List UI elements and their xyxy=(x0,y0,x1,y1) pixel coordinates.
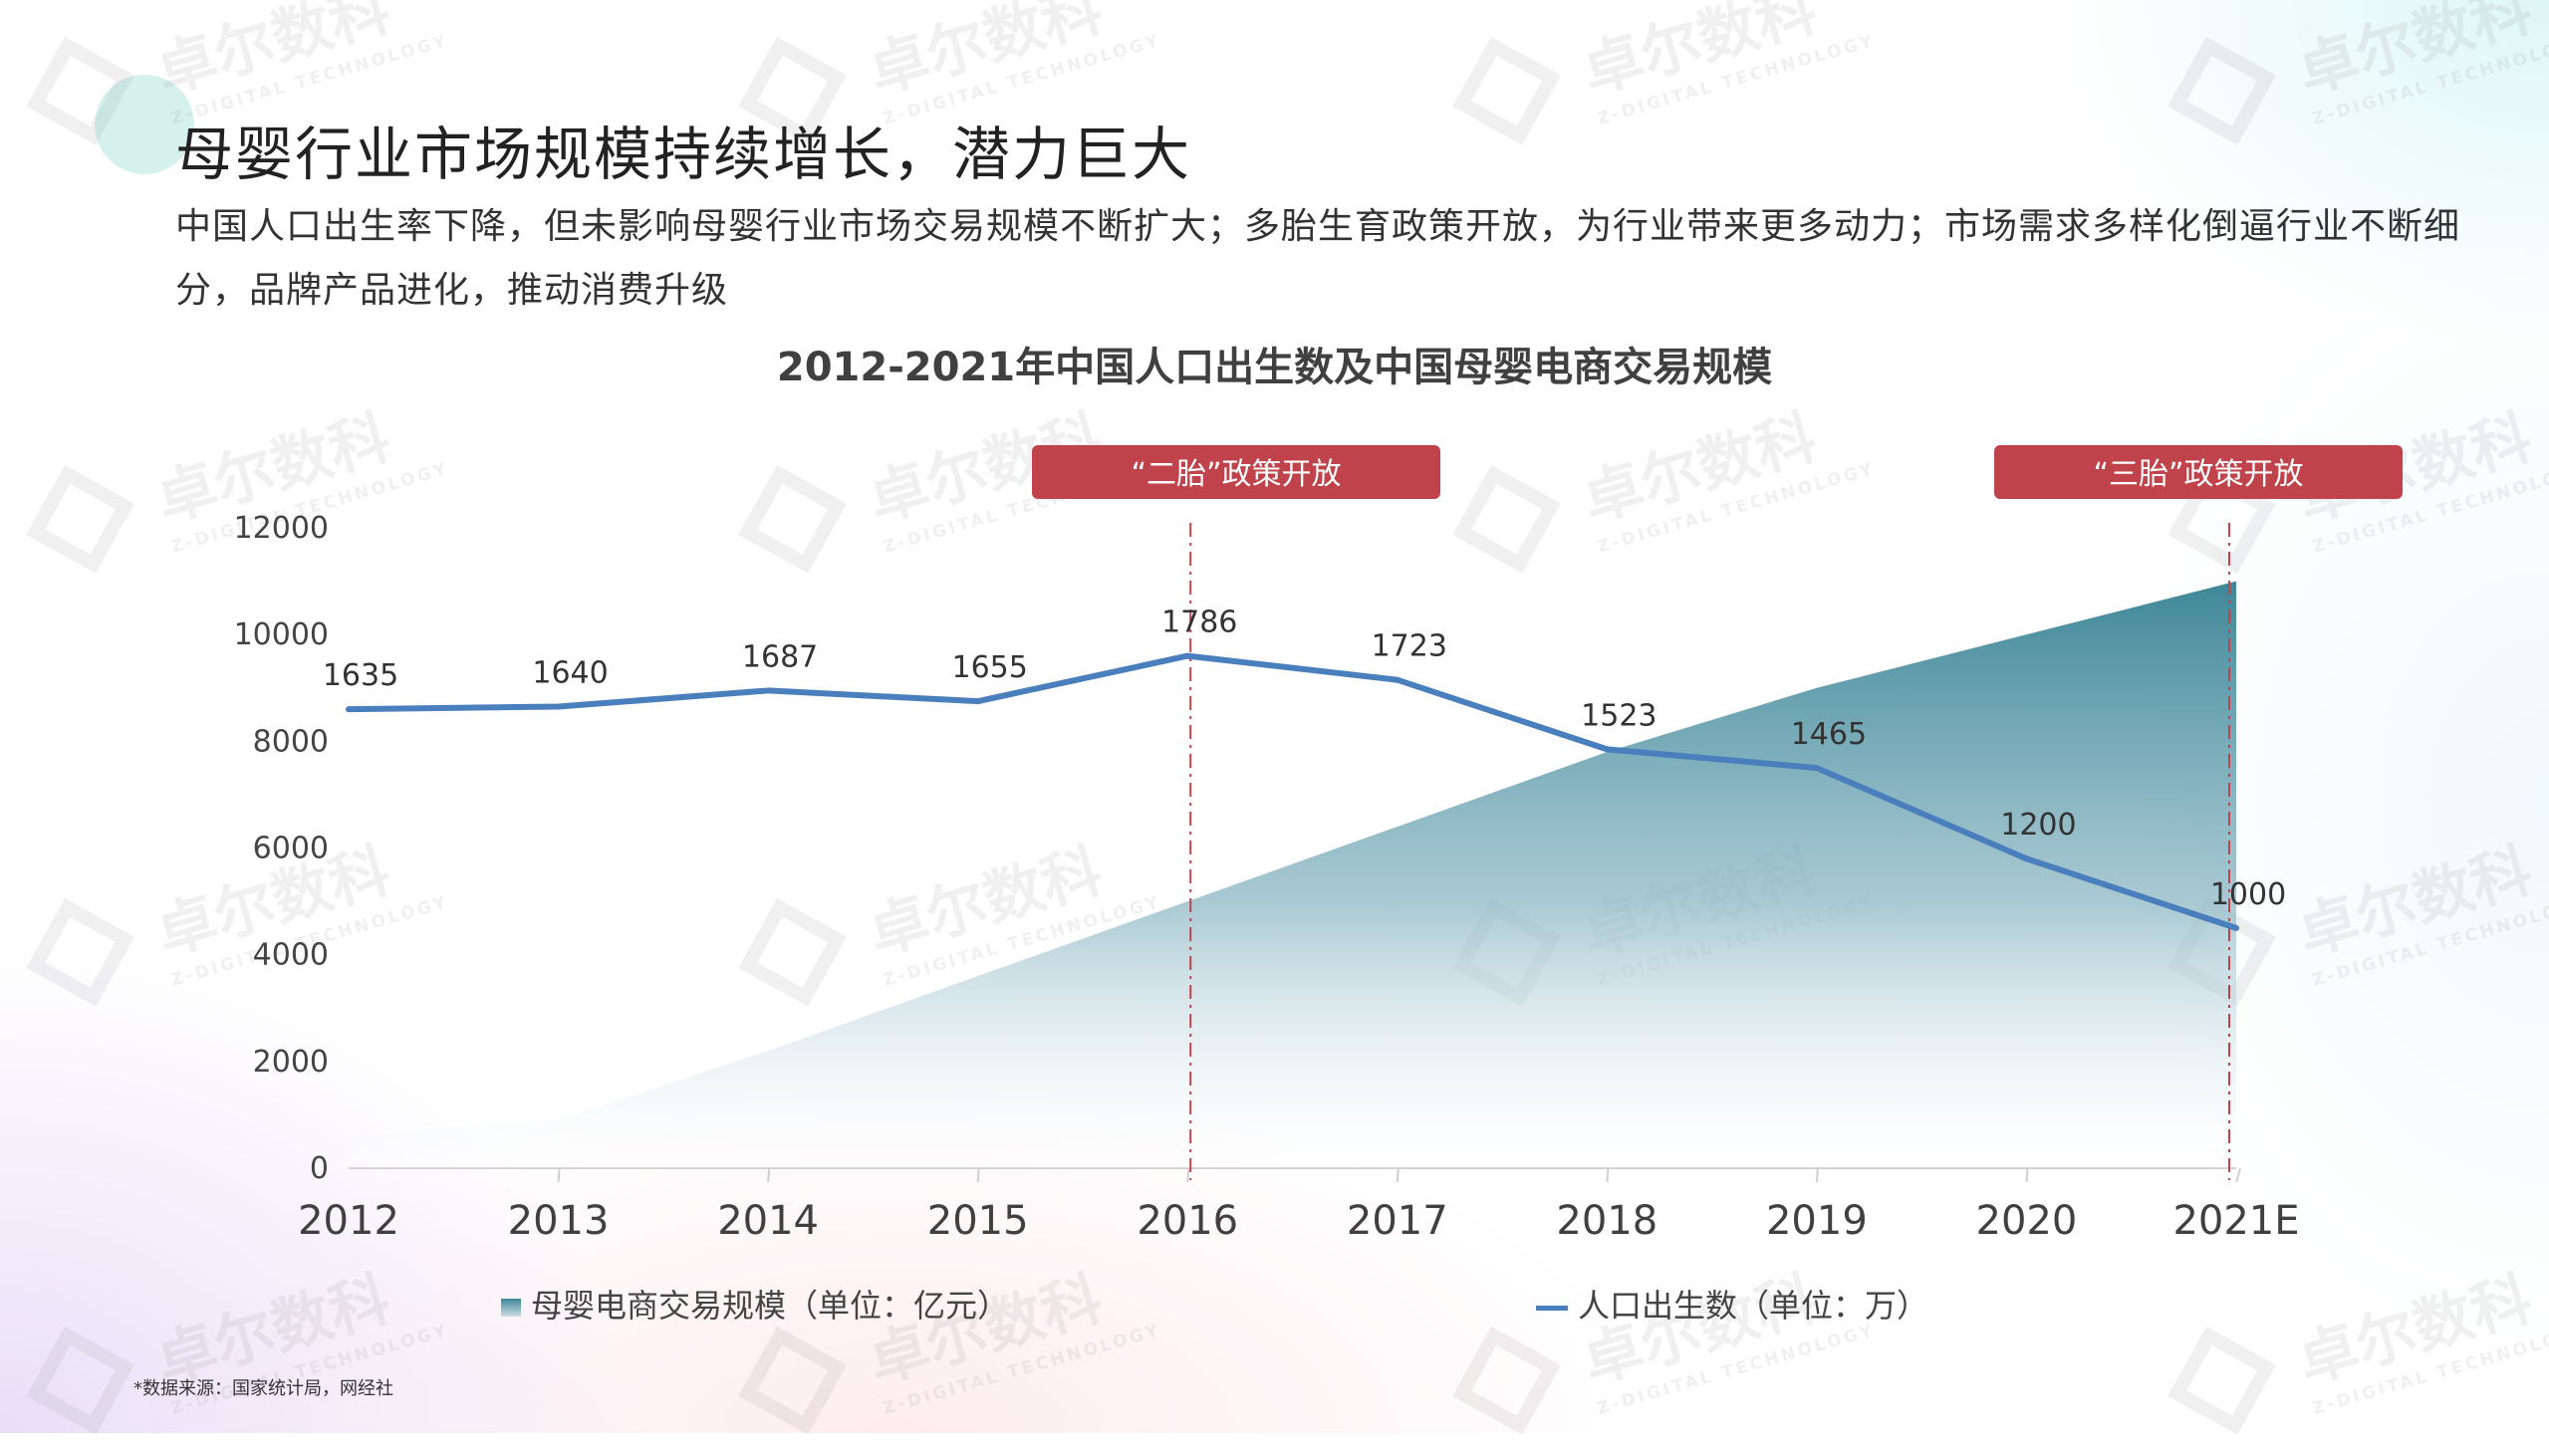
y-tick-label: 12000 xyxy=(234,511,329,546)
y-tick-label: 10000 xyxy=(234,617,329,652)
page-title: 母婴行业市场规模持续增长，潜力巨大 xyxy=(175,121,1192,188)
legend-area-label: 母婴电商交易规模（单位：亿元） xyxy=(531,1287,1010,1325)
line-data-label: 1465 xyxy=(1791,717,1867,752)
line-data-label: 1200 xyxy=(2000,808,2076,843)
line-data-label: 1687 xyxy=(742,639,818,674)
decorative-circle xyxy=(95,75,194,174)
x-tick-mark xyxy=(1396,1167,1400,1183)
series-area-ecommerce xyxy=(349,581,2236,1168)
x-tick-label: 2018 xyxy=(1556,1198,1657,1244)
x-tick-label: 2020 xyxy=(1976,1198,2078,1244)
x-tick-mark xyxy=(1186,1167,1190,1183)
x-tick-mark xyxy=(557,1167,561,1183)
annotation-label: “二胎”政策开放 xyxy=(1131,457,1341,492)
x-tick-label: 2016 xyxy=(1137,1198,1238,1244)
line-data-label: 1723 xyxy=(1372,629,1447,664)
data-source-note: *数据来源：国家统计局，网经社 xyxy=(133,1378,393,1399)
page-subtitle: 中国人口出生率下降，但未影响母婴行业市场交易规模不断扩大；多胎生育政策开放，为行… xyxy=(175,206,2461,311)
annotation-label: “三胎”政策开放 xyxy=(2093,457,2303,492)
y-tick-label: 6000 xyxy=(253,832,329,866)
x-tick-label: 2019 xyxy=(1766,1198,1868,1244)
x-tick-mark xyxy=(767,1167,771,1183)
y-tick-label: 4000 xyxy=(253,938,329,973)
x-tick-mark xyxy=(2025,1167,2029,1183)
x-tick-mark xyxy=(976,1167,980,1183)
y-tick-label: 2000 xyxy=(253,1045,329,1080)
line-data-label: 1000 xyxy=(2210,877,2286,912)
annotation-lines xyxy=(1189,523,2230,1180)
annotation-box xyxy=(1994,445,2403,499)
x-tick-label: 2017 xyxy=(1347,1198,1448,1244)
line-data-label: 1786 xyxy=(1161,606,1237,640)
line-data-label: 1523 xyxy=(1581,698,1657,733)
x-tick-label: 2014 xyxy=(717,1198,819,1244)
y-tick-label: 8000 xyxy=(253,724,329,759)
line-data-label: 1655 xyxy=(951,650,1027,685)
y-axis: 0 2000 4000 6000 8000 10000 12000 xyxy=(234,511,329,1186)
annotation-boxes: “二胎”政策开放 “三胎”政策开放 xyxy=(1032,445,2403,499)
x-tick-mark xyxy=(1815,1167,1819,1183)
chart-title: 2012-2021年中国人口出生数及中国母婴电商交易规模 xyxy=(776,345,1773,390)
x-tick-label: 2021E xyxy=(2172,1198,2299,1244)
line-data-label: 1635 xyxy=(323,658,398,693)
y-tick-label: 0 xyxy=(310,1151,329,1186)
legend-area: 母婴电商交易规模（单位：亿元） xyxy=(501,1281,1009,1327)
legend-area-swatch xyxy=(501,1299,521,1317)
x-tick-label: 2015 xyxy=(927,1198,1029,1244)
line-data-labels: 1635 1640 1687 1655 1786 1723 1523 1465 1200 1000 xyxy=(323,606,2286,912)
series-line-births xyxy=(346,652,2239,931)
legend-line-swatch xyxy=(1536,1305,1568,1311)
x-tick-label: 2013 xyxy=(508,1198,610,1244)
legend-line-label: 人口出生数（单位：万） xyxy=(1578,1287,1929,1325)
annotation-box xyxy=(1032,445,1440,499)
x-tick-mark xyxy=(1606,1167,1610,1183)
x-axis: 2012 2013 2014 2015 2016 2017 2018 2019 2020 2021… xyxy=(298,1167,2300,1244)
x-tick-mark xyxy=(2235,1167,2242,1183)
line-data-label: 1640 xyxy=(532,656,608,691)
x-tick-label: 2012 xyxy=(298,1198,399,1244)
legend-line: 人口出生数（单位：万） xyxy=(1536,1281,1928,1327)
